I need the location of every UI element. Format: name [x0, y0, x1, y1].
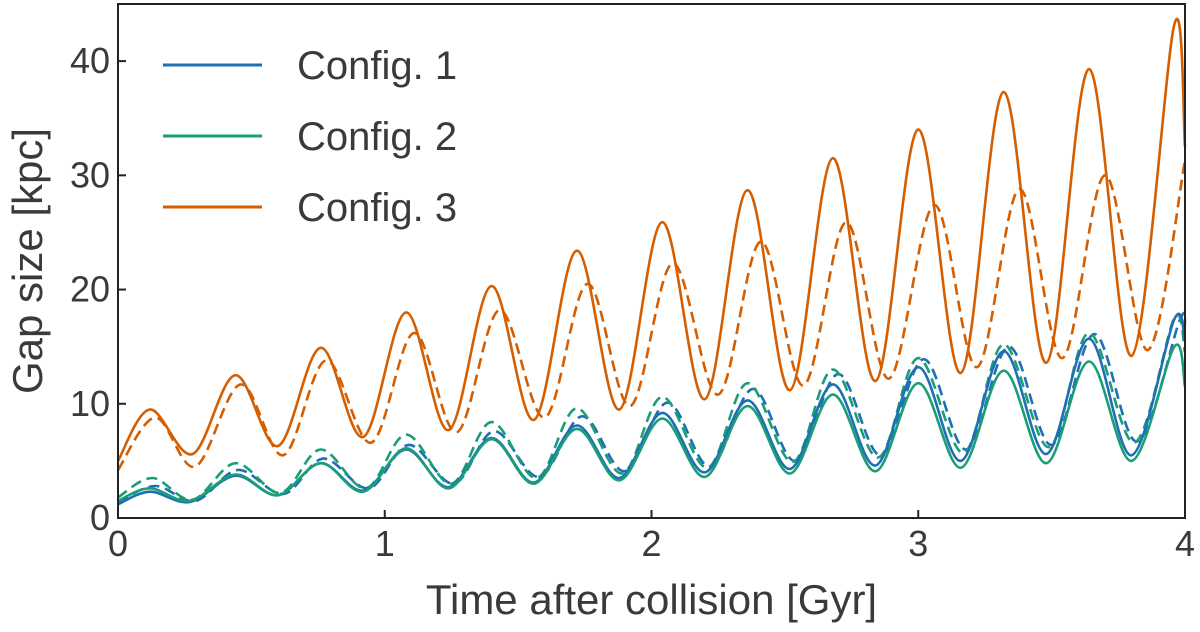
x-tick-label: 3: [908, 523, 928, 564]
y-tick-label: 20: [70, 269, 110, 310]
series-line-config-3-dashed: [116, 160, 1187, 471]
series-line-config-1-dashed: [117, 311, 1187, 504]
x-tick-label: 4: [1175, 523, 1195, 564]
series-line-config-3-solid: [116, 18, 1187, 462]
series-line-config-1-solid: [117, 312, 1187, 506]
series-line-config-2-solid: [117, 343, 1187, 503]
x-axis-label: Time after collision [Gyr]: [426, 576, 877, 623]
x-tick-label: 0: [108, 523, 128, 564]
y-tick-label: 30: [70, 154, 110, 195]
y-tick-label: 0: [90, 497, 110, 538]
legend-label-config-3: Config. 3: [297, 186, 457, 230]
x-tick-label: 2: [641, 523, 661, 564]
series-line-config-2-dashed: [117, 313, 1187, 502]
x-tick-label: 1: [375, 523, 395, 564]
legend-label-config-2: Config. 2: [297, 115, 457, 159]
series-layer: [116, 18, 1187, 506]
y-axis-label: Gap size [kpc]: [4, 128, 51, 394]
plot-frame: [117, 3, 1186, 519]
legend-label-config-1: Config. 1: [297, 44, 457, 88]
y-tick-label: 10: [70, 383, 110, 424]
legend: Config. 1 Config. 2 Config. 3: [163, 44, 457, 230]
y-tick-label: 40: [70, 40, 110, 81]
